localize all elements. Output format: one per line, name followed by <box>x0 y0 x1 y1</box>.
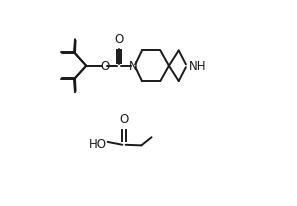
Text: O: O <box>100 60 109 73</box>
Text: HO: HO <box>89 137 107 150</box>
Text: O: O <box>114 33 124 46</box>
Text: O: O <box>119 112 129 125</box>
Text: N: N <box>129 60 138 73</box>
Text: NH: NH <box>189 60 206 73</box>
